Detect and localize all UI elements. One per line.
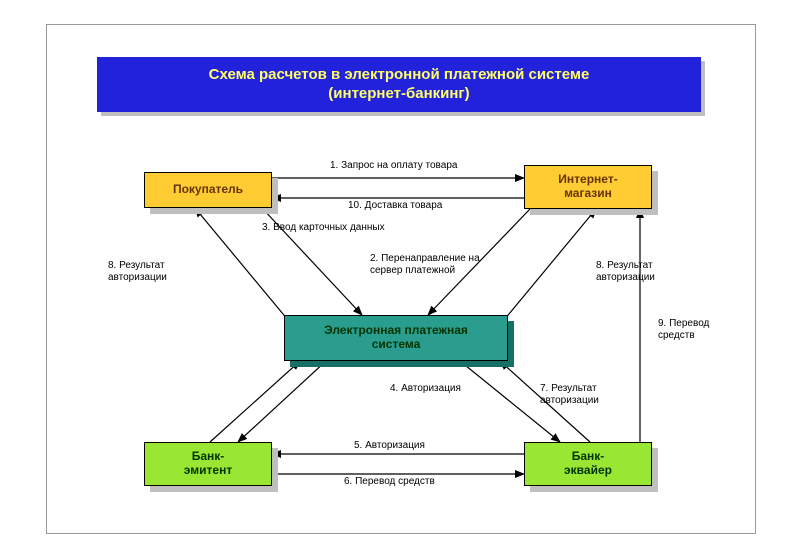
edge-label-e8b: 8. Результатавторизации [596,260,655,283]
node-eps: Электронная платежнаясистема [284,315,508,361]
edge-label-e4: 4. Авторизация [390,383,461,395]
edge-label-e3: 3. Ввод карточных данных [262,222,385,234]
title-banner: Схема расчетов в электронной платежной с… [97,57,701,112]
node-issuer: Банк-эмитент [144,442,272,486]
edge-label-e6: 6. Перевод средств [344,476,435,488]
edge-label-e5: 5. Авторизация [354,440,425,452]
edge-label-e7: 7. Результатавторизации [540,383,599,406]
node-acquirer: Банк-эквайер [524,442,652,486]
node-shop: Интернет-магазин [524,165,652,209]
title-line2: (интернет-банкинг) [328,85,469,102]
edge-label-e8a: 8. Результатавторизации [108,260,167,283]
edge-label-e1: 1. Запрос на оплату товара [330,160,457,172]
edge-label-e10: 10. Доставка товара [348,200,442,212]
title-line1: Схема расчетов в электронной платежной с… [209,66,590,83]
node-buyer: Покупатель [144,172,272,208]
edge-label-e9: 9. Переводсредств [658,318,709,341]
edge-label-e2: 2. Перенаправление насервер платежной [370,253,480,276]
